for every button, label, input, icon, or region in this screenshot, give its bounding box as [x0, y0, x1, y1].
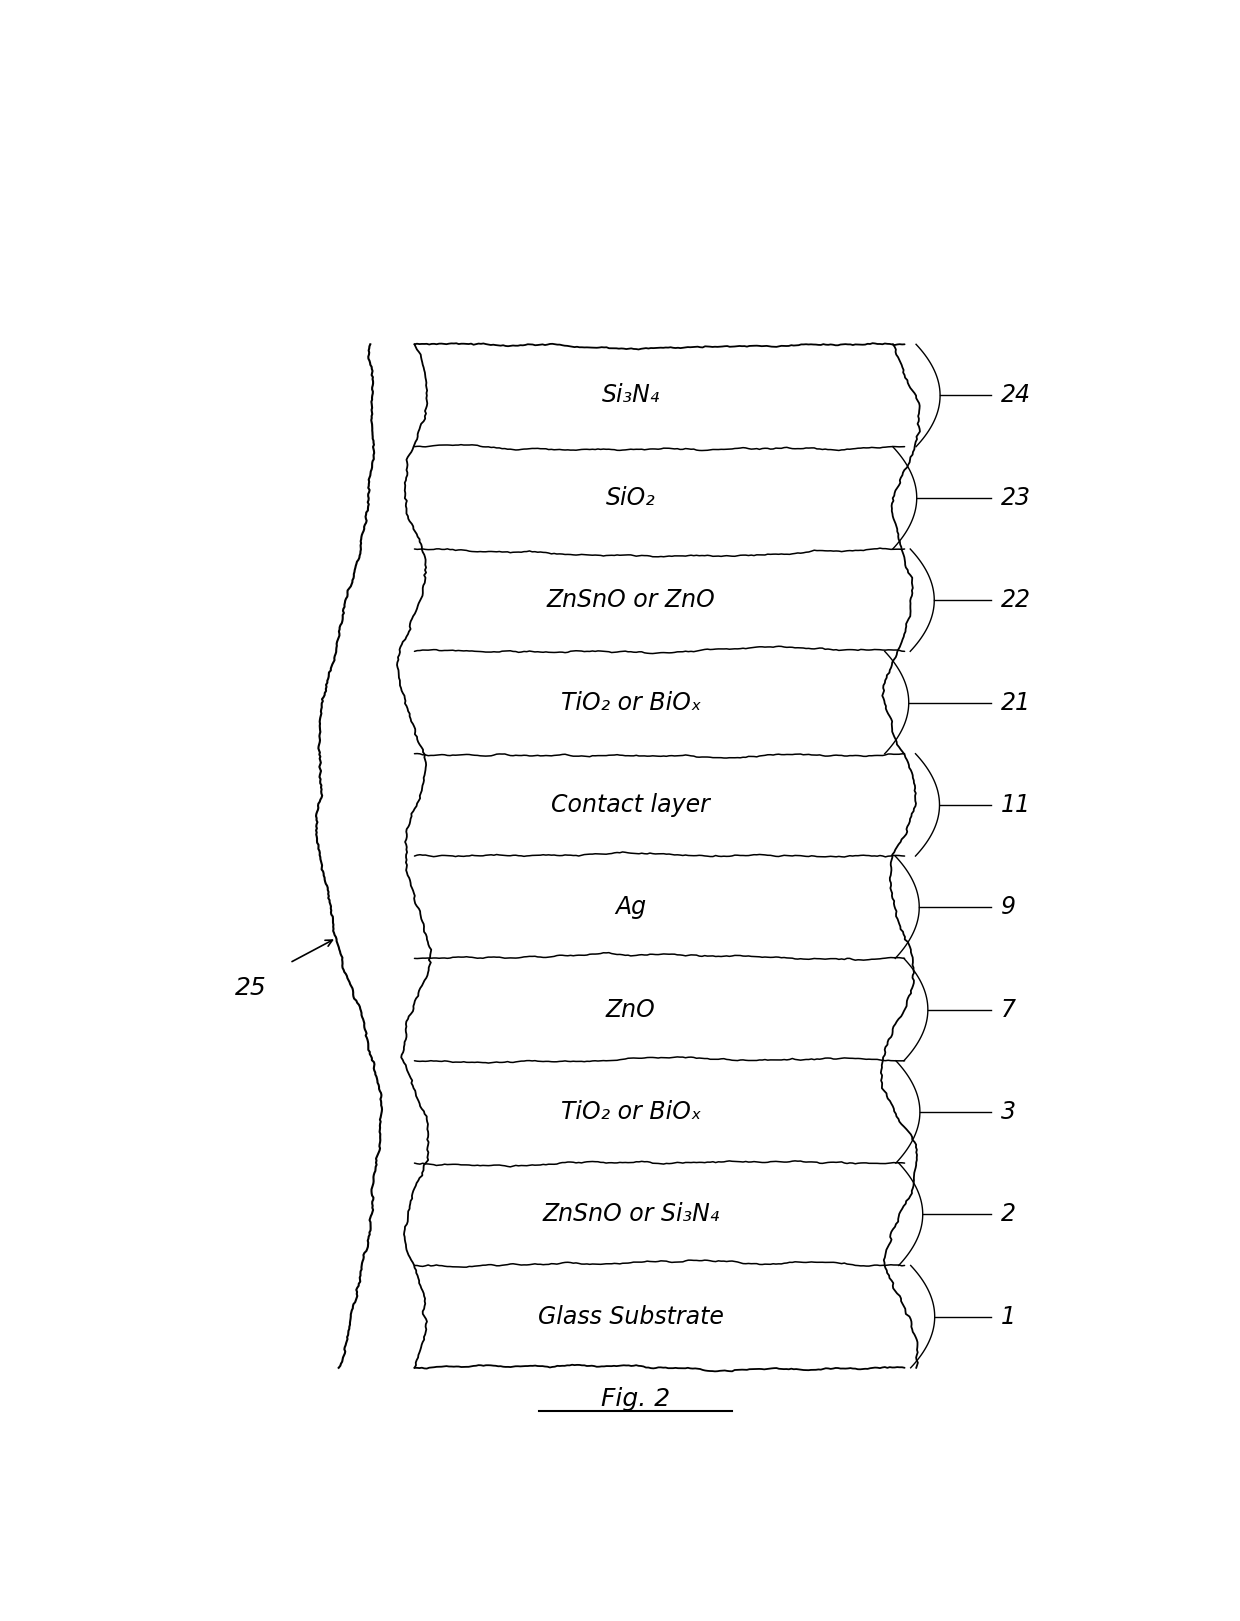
- Text: ZnSnO or Si₃N₄: ZnSnO or Si₃N₄: [542, 1203, 719, 1225]
- Text: SiO₂: SiO₂: [606, 486, 656, 511]
- Text: 25: 25: [236, 976, 267, 1000]
- Text: 23: 23: [1001, 486, 1030, 511]
- Text: ZnSnO or ZnO: ZnSnO or ZnO: [547, 588, 715, 613]
- Text: 9: 9: [1001, 895, 1016, 919]
- Text: TiO₂ or BiOₓ: TiO₂ or BiOₓ: [560, 1101, 701, 1123]
- Text: 21: 21: [1001, 691, 1030, 715]
- Text: 1: 1: [1001, 1305, 1016, 1329]
- Text: Glass Substrate: Glass Substrate: [538, 1305, 724, 1329]
- Text: Si₃N₄: Si₃N₄: [601, 384, 660, 407]
- Text: TiO₂ or BiOₓ: TiO₂ or BiOₓ: [560, 691, 701, 715]
- Text: 24: 24: [1001, 384, 1030, 407]
- Text: Fig. 2: Fig. 2: [601, 1388, 670, 1410]
- Text: Ag: Ag: [615, 895, 646, 919]
- Text: 11: 11: [1001, 793, 1030, 817]
- Text: 3: 3: [1001, 1101, 1016, 1123]
- Text: ZnO: ZnO: [606, 997, 656, 1021]
- Text: Contact layer: Contact layer: [552, 793, 711, 817]
- Text: 7: 7: [1001, 997, 1016, 1021]
- Text: 22: 22: [1001, 588, 1030, 613]
- Text: 2: 2: [1001, 1203, 1016, 1225]
